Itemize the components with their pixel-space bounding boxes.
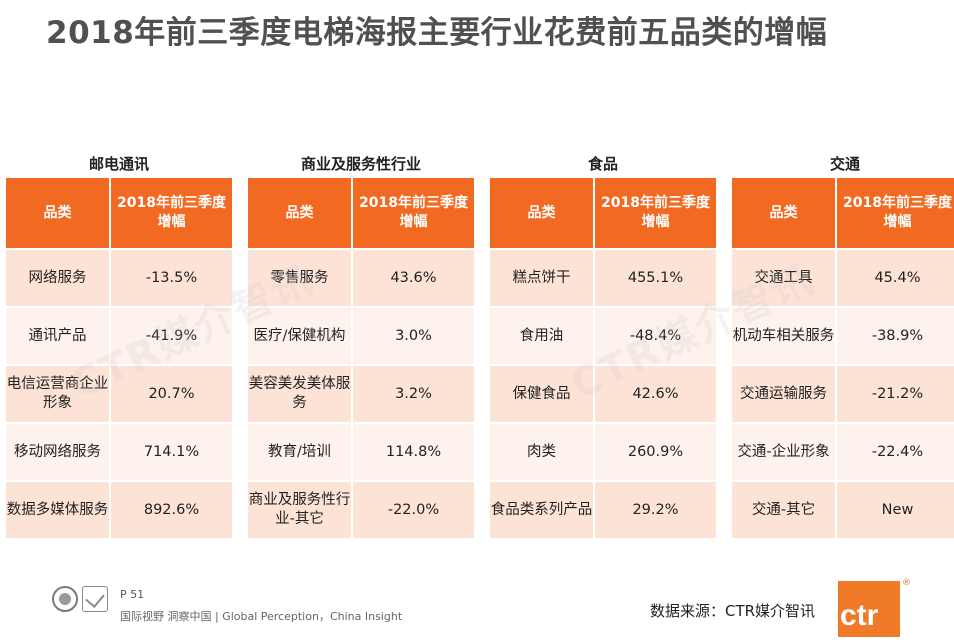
category-cell: 网络服务 (6, 248, 111, 306)
header-category: 品类 (6, 178, 111, 248)
table-row: 通讯产品 -41.9% (6, 306, 232, 364)
panel-heading: 交通 (829, 155, 860, 173)
growth-cell: -22.4% (837, 422, 954, 480)
growth-table: 品类 2018年前三季度增幅 网络服务 -13.5% 通讯产品 -41.9% 电信运… (6, 178, 232, 538)
growth-cell: 43.6% (353, 248, 474, 306)
panel-food: 食品 品类 2018年前三季度增幅 糕点饼干 455.1% 食用油 -48.4% 保… (490, 150, 716, 538)
ctr-logo: ctr (838, 581, 900, 637)
table-row: 美容美发美体服务 3.2% (248, 364, 474, 422)
growth-cell: 3.0% (353, 306, 474, 364)
growth-cell: -38.9% (837, 306, 954, 364)
header-category: 品类 (490, 178, 595, 248)
panel-heading: 商业及服务性行业 (300, 155, 421, 173)
table-row: 商业及服务性行业-其它 -22.0% (248, 480, 474, 538)
growth-cell: 45.4% (837, 248, 954, 306)
growth-table: 品类 2018年前三季度增幅 交通工具 45.4% 机动车相关服务 -38.9% 交… (732, 178, 954, 538)
category-cell: 移动网络服务 (6, 422, 111, 480)
table-row: 电信运营商企业形象 20.7% (6, 364, 232, 422)
category-cell: 电信运营商企业形象 (6, 364, 111, 422)
growth-cell: 42.6% (595, 364, 716, 422)
table-row: 保健食品 42.6% (490, 364, 716, 422)
growth-cell: 20.7% (111, 364, 232, 422)
panel-telecom: 邮电通讯 品类 2018年前三季度增幅 网络服务 -13.5% 通讯产品 -41.9… (6, 150, 232, 538)
panel-heading: 邮电通讯 (88, 155, 149, 173)
growth-cell: 114.8% (353, 422, 474, 480)
data-source: 数据来源：CTR媒介智讯 (650, 602, 816, 620)
panel-commercial-services: 商业及服务性行业 品类 2018年前三季度增幅 零售服务 43.6% 医疗/保健机… (248, 150, 474, 538)
header-growth: 2018年前三季度增幅 (353, 178, 474, 248)
panel-transport: 交通 品类 2018年前三季度增幅 交通工具 45.4% 机动车相关服务 -38.9… (732, 150, 954, 538)
ctr-logo-text: ctr (840, 599, 879, 632)
certification-seal-icon (52, 586, 78, 612)
growth-cell: 3.2% (353, 364, 474, 422)
table-row: 食品类系列产品 29.2% (490, 480, 716, 538)
category-cell: 交通运输服务 (732, 364, 837, 422)
growth-cell: 455.1% (595, 248, 716, 306)
certification-logos (52, 586, 112, 612)
category-cell: 交通-其它 (732, 480, 837, 538)
growth-cell: 892.6% (111, 480, 232, 538)
growth-cell: -48.4% (595, 306, 716, 364)
footer-slogan: 国际视野 洞察中国 | Global Perception，China Insi… (120, 610, 403, 623)
header-growth: 2018年前三季度增幅 (837, 178, 954, 248)
growth-cell: 260.9% (595, 422, 716, 480)
page-number: P 51 (120, 588, 145, 601)
table-row: 交通-企业形象 -22.4% (732, 422, 954, 480)
growth-cell: New (837, 480, 954, 538)
header-category: 品类 (248, 178, 353, 248)
category-cell: 交通工具 (732, 248, 837, 306)
header-growth: 2018年前三季度增幅 (111, 178, 232, 248)
table-row: 数据多媒体服务 892.6% (6, 480, 232, 538)
growth-cell: -22.0% (353, 480, 474, 538)
check-badge-icon (82, 586, 108, 612)
page-title: 2018年前三季度电梯海报主要行业花费前五品类的增幅 (46, 15, 828, 51)
growth-table: 品类 2018年前三季度增幅 糕点饼干 455.1% 食用油 -48.4% 保健食品… (490, 178, 716, 538)
category-cell: 肉类 (490, 422, 595, 480)
table-row: 交通-其它 New (732, 480, 954, 538)
category-cell: 机动车相关服务 (732, 306, 837, 364)
growth-cell: -13.5% (111, 248, 232, 306)
category-cell: 糕点饼干 (490, 248, 595, 306)
category-cell: 商业及服务性行业-其它 (248, 480, 353, 538)
growth-table: 品类 2018年前三季度增幅 零售服务 43.6% 医疗/保健机构 3.0% 美容美… (248, 178, 474, 538)
table-row: 交通运输服务 -21.2% (732, 364, 954, 422)
table-row: 网络服务 -13.5% (6, 248, 232, 306)
category-cell: 医疗/保健机构 (248, 306, 353, 364)
table-row: 移动网络服务 714.1% (6, 422, 232, 480)
table-row: 零售服务 43.6% (248, 248, 474, 306)
header-category: 品类 (732, 178, 837, 248)
category-cell: 数据多媒体服务 (6, 480, 111, 538)
table-row: 机动车相关服务 -38.9% (732, 306, 954, 364)
table-row: 教育/培训 114.8% (248, 422, 474, 480)
table-row: 医疗/保健机构 3.0% (248, 306, 474, 364)
growth-cell: -41.9% (111, 306, 232, 364)
category-cell: 教育/培训 (248, 422, 353, 480)
category-cell: 保健食品 (490, 364, 595, 422)
header-growth: 2018年前三季度增幅 (595, 178, 716, 248)
category-cell: 食品类系列产品 (490, 480, 595, 538)
registered-mark: ® (902, 578, 911, 588)
category-cell: 美容美发美体服务 (248, 364, 353, 422)
table-row: 糕点饼干 455.1% (490, 248, 716, 306)
category-cell: 食用油 (490, 306, 595, 364)
panel-heading: 食品 (587, 155, 618, 173)
category-cell: 通讯产品 (6, 306, 111, 364)
growth-cell: 29.2% (595, 480, 716, 538)
table-row: 交通工具 45.4% (732, 248, 954, 306)
category-cell: 交通-企业形象 (732, 422, 837, 480)
category-cell: 零售服务 (248, 248, 353, 306)
growth-cell: -21.2% (837, 364, 954, 422)
growth-cell: 714.1% (111, 422, 232, 480)
table-row: 食用油 -48.4% (490, 306, 716, 364)
table-row: 肉类 260.9% (490, 422, 716, 480)
